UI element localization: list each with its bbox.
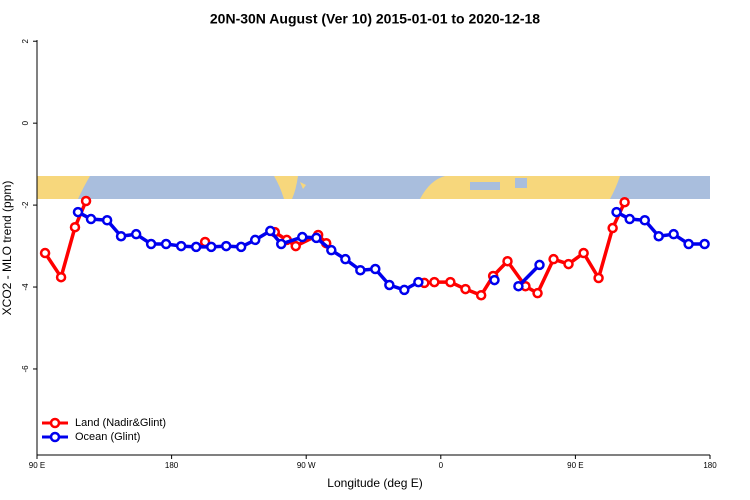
point <box>175 240 187 252</box>
point <box>39 247 51 259</box>
x-tick-label: 90 W <box>297 461 316 470</box>
x-tick-label: 90 E <box>567 461 583 470</box>
point <box>534 259 545 271</box>
point <box>205 241 217 253</box>
x-tick-label: 90 E <box>29 461 45 470</box>
legend-label: Ocean (Glint) <box>75 431 140 443</box>
point <box>130 228 142 240</box>
legend-marker <box>49 417 61 429</box>
point <box>460 283 471 295</box>
point <box>668 228 679 240</box>
point <box>624 213 635 225</box>
point <box>85 213 97 225</box>
point <box>683 238 694 250</box>
point <box>72 206 84 218</box>
point <box>445 276 456 288</box>
point <box>220 240 232 252</box>
point <box>413 276 424 288</box>
chart-title: 20N-30N August (Ver 10) 2015-01-01 to 20… <box>210 11 540 27</box>
x-tick-label: 0 <box>439 461 444 470</box>
map-strip <box>37 176 710 199</box>
point <box>275 238 287 250</box>
point <box>548 253 559 265</box>
point <box>399 284 410 296</box>
point <box>311 232 322 244</box>
point <box>639 215 651 226</box>
point <box>297 231 308 243</box>
y-tick-label: -6 <box>21 365 30 373</box>
point <box>502 255 513 267</box>
point <box>55 271 67 283</box>
point <box>653 230 664 242</box>
point <box>593 272 604 284</box>
legend-marker <box>49 431 61 443</box>
point <box>611 206 622 218</box>
point <box>563 258 574 270</box>
legend: Land (Nadir&Glint) Ocean (Glint) <box>42 417 166 443</box>
point <box>489 274 500 286</box>
point <box>80 195 92 207</box>
point <box>370 263 381 275</box>
x-tick-label: 180 <box>703 461 717 470</box>
point <box>326 244 337 256</box>
point <box>145 238 157 250</box>
point <box>101 215 113 226</box>
point <box>340 253 351 265</box>
y-axis-label: XCO2 - MLO trend (ppm) <box>0 181 14 316</box>
point <box>265 225 276 237</box>
point <box>532 287 543 299</box>
y-tick-label: -2 <box>21 201 30 209</box>
point <box>578 247 589 259</box>
point <box>475 289 487 301</box>
point <box>190 241 202 253</box>
point <box>115 230 127 242</box>
point <box>699 238 710 250</box>
y-tick-label: 0 <box>21 120 30 125</box>
y-tick-label: 2 <box>21 38 30 43</box>
point <box>429 276 440 288</box>
legend-label: Land (Nadir&Glint) <box>75 417 166 429</box>
point <box>384 279 395 291</box>
point <box>69 221 81 233</box>
point <box>249 234 261 246</box>
y-tick-label: -4 <box>21 283 30 291</box>
point <box>513 280 524 292</box>
point <box>607 222 618 234</box>
point <box>619 196 630 208</box>
point <box>235 241 247 253</box>
point <box>160 238 172 250</box>
x-tick-label: 180 <box>165 461 179 470</box>
line <box>77 210 420 292</box>
point <box>355 264 366 276</box>
point <box>290 240 301 252</box>
x-axis-label: Longitude (deg E) <box>327 476 422 490</box>
